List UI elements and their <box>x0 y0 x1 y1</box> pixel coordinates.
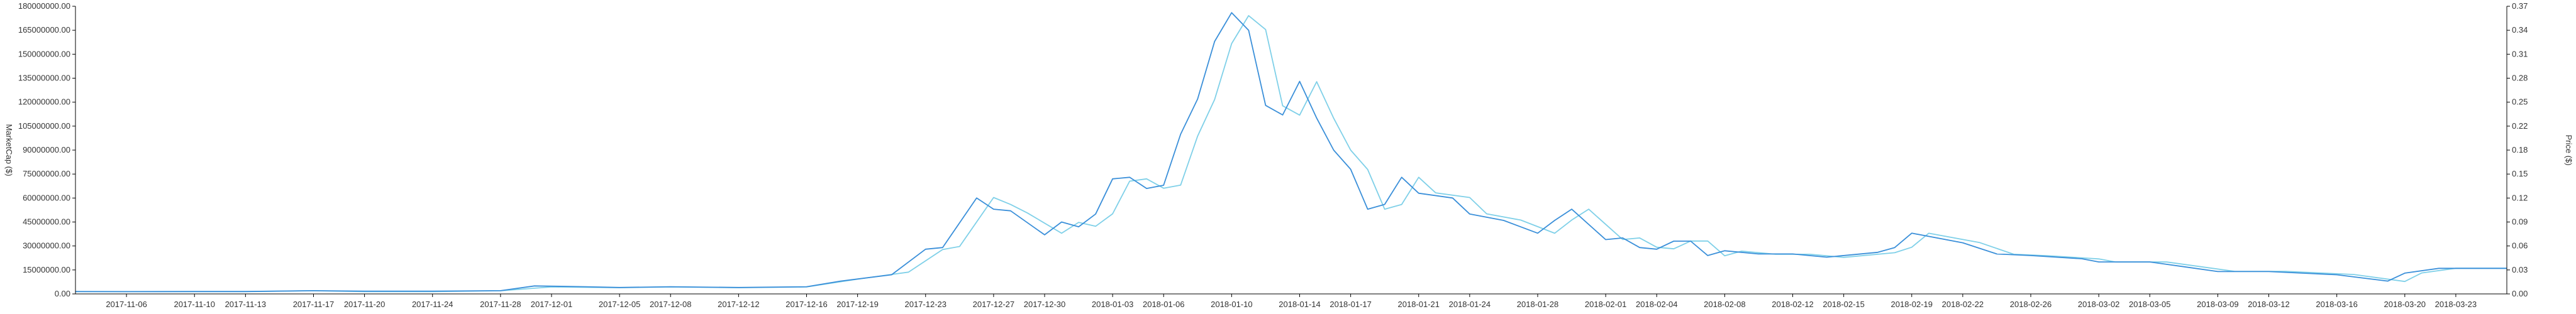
x-tick-label: 2018-03-09 <box>2197 300 2239 309</box>
x-tick-label: 2017-12-12 <box>718 300 760 309</box>
x-tick-label: 2018-02-01 <box>1585 300 1627 309</box>
x-tick-label: 2018-02-04 <box>1636 300 1678 309</box>
right-tick-label: 0.03 <box>2512 265 2528 274</box>
x-tick-label: 2018-02-19 <box>1891 300 1933 309</box>
x-tick-label: 2018-03-20 <box>2384 300 2426 309</box>
right-tick-label: 0.34 <box>2512 25 2528 35</box>
x-tick-label: 2017-11-17 <box>293 300 335 309</box>
left-tick-label: 75000000.00 <box>23 169 70 178</box>
x-tick-label: 2017-12-27 <box>973 300 1015 309</box>
series-line-marketcap <box>75 12 2507 293</box>
x-tick-label: 2018-01-24 <box>1449 300 1491 309</box>
left-y-axis: 0.00 15000000.00 30000000.00 45000000.00 600… <box>18 1 76 298</box>
right-tick-label: 0.37 <box>2512 1 2528 11</box>
x-tick-label: 2018-01-17 <box>1330 300 1372 309</box>
left-tick-label: 30000000.00 <box>23 241 70 251</box>
right-tick-label: 0.09 <box>2512 217 2528 227</box>
x-tick-label: 2018-02-15 <box>1823 300 1865 309</box>
right-tick-label: 0.00 <box>2512 289 2528 298</box>
left-axis-title: MarketCap ($) <box>4 124 14 176</box>
right-tick-label: 0.28 <box>2512 73 2528 83</box>
right-tick-label: 0.25 <box>2512 97 2528 107</box>
left-tick-label: 45000000.00 <box>23 217 70 227</box>
right-tick-label: 0.06 <box>2512 241 2528 251</box>
x-tick-label: 2017-11-28 <box>480 300 521 309</box>
x-tick-label: 2018-01-10 <box>1211 300 1253 309</box>
x-tick-label: 2017-12-23 <box>904 300 947 309</box>
x-tick-label: 2018-03-05 <box>2129 300 2171 309</box>
x-tick-label: 2018-03-23 <box>2435 300 2477 309</box>
x-tick-label: 2018-01-14 <box>1279 300 1321 309</box>
x-tick-label: 2018-03-02 <box>2078 300 2120 309</box>
right-tick-label: 0.15 <box>2512 169 2528 178</box>
right-tick-label: 0.18 <box>2512 145 2528 154</box>
left-tick-label: 105000000.00 <box>18 121 70 131</box>
x-tick-label: 2017-11-13 <box>225 300 267 309</box>
x-tick-label: 2017-11-24 <box>412 300 453 309</box>
left-tick-label: 0.00 <box>55 289 70 298</box>
right-tick-label: 0.31 <box>2512 49 2528 58</box>
x-tick-label: 2018-03-12 <box>2248 300 2290 309</box>
x-tick-label: 2018-02-22 <box>1942 300 1984 309</box>
x-tick-label: 2018-02-12 <box>1772 300 1814 309</box>
plot-area <box>75 12 2507 293</box>
left-tick-label: 150000000.00 <box>18 49 70 58</box>
x-tick-label: 2018-02-08 <box>1704 300 1746 309</box>
left-tick-label: 180000000.00 <box>18 1 70 11</box>
x-tick-label: 2017-11-10 <box>174 300 215 309</box>
x-tick-label: 2017-12-16 <box>786 300 828 309</box>
left-tick-label: 120000000.00 <box>18 97 70 107</box>
right-axis-title: Price ($) <box>2564 134 2573 165</box>
x-tick-label: 2017-12-19 <box>836 300 879 309</box>
left-tick-label: 15000000.00 <box>23 265 70 274</box>
left-tick-label: 60000000.00 <box>23 193 70 202</box>
left-tick-label: 90000000.00 <box>23 145 70 154</box>
right-tick-label: 0.22 <box>2512 121 2528 131</box>
x-tick-label: 2017-11-06 <box>106 300 147 309</box>
x-tick-label: 2018-02-26 <box>2010 300 2052 309</box>
x-tick-label: 2017-12-01 <box>531 300 573 309</box>
right-tick-label: 0.12 <box>2512 193 2528 202</box>
right-y-axis: 0.00 0.03 0.06 0.09 0.12 0.15 0.18 0.22 0.25 0.28… <box>2506 1 2528 298</box>
x-axis: 2017-11-06 2017-11-10 2017-11-13 2017-11-17… <box>75 293 2507 309</box>
x-tick-label: 2018-03-16 <box>2316 300 2358 309</box>
x-tick-label: 2018-01-06 <box>1143 300 1185 309</box>
series-line-price <box>75 15 2507 293</box>
x-tick-label: 2018-01-21 <box>1398 300 1440 309</box>
x-tick-label: 2017-12-05 <box>599 300 641 309</box>
x-tick-label: 2017-12-30 <box>1024 300 1066 309</box>
left-tick-label: 165000000.00 <box>18 25 70 35</box>
x-tick-label: 2018-01-03 <box>1092 300 1134 309</box>
x-tick-label: 2017-11-20 <box>344 300 386 309</box>
left-tick-label: 135000000.00 <box>18 73 70 83</box>
x-tick-label: 2017-12-08 <box>650 300 692 309</box>
x-tick-label: 2018-01-28 <box>1517 300 1559 309</box>
